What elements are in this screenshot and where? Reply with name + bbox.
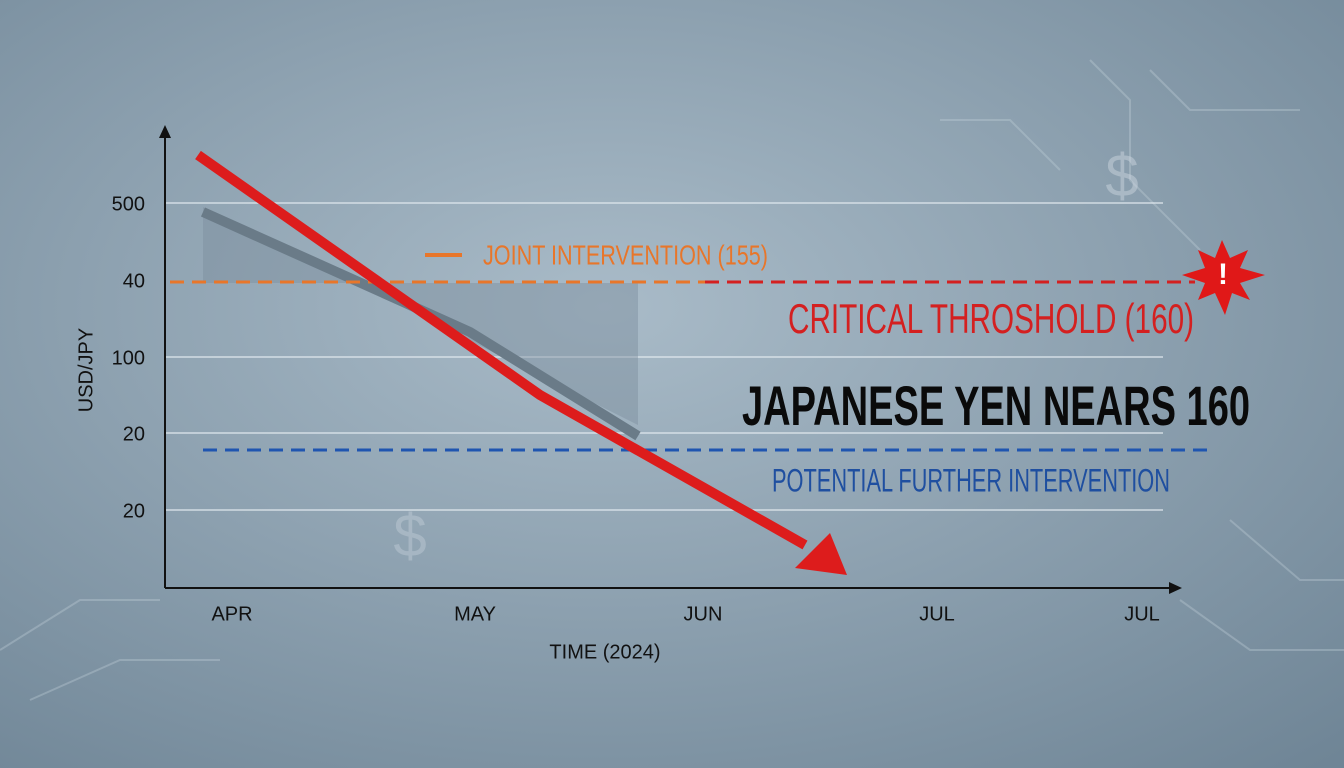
x-axis-arrow [1169,582,1182,594]
y-tick-label: 40 [123,270,145,292]
bg-symbol: $ [1105,142,1138,209]
alert-burst [1182,240,1265,315]
y-tick-label: 20 [123,423,145,445]
red-arrow [195,150,808,550]
x-tick-label: APR [211,603,252,625]
circuit-decoration [0,59,1344,701]
y-ticks: 500 40 100 20 20 [112,193,145,522]
gray-trend [200,207,641,441]
alert-mark: ! [1218,258,1228,291]
x-tick-label: JUL [1124,603,1160,625]
x-tick-label: MAY [454,603,496,625]
bg-symbol: $ [393,502,426,569]
grid [165,202,1163,511]
x-tick-label: JUL [919,603,955,625]
x-ticks: APR MAY JUN JUL JUL [211,603,1159,625]
y-tick-label: 100 [112,347,145,369]
chart-title: JAPANESE YEN NEARS 160 [742,374,1250,437]
y-tick-label: 20 [123,500,145,522]
x-axis-label: TIME (2024) [549,641,660,663]
y-axis-label: USD/JPY [75,328,97,412]
x-tick-label: JUN [684,603,723,625]
potential-label: POTENTIAL FURTHER INTERVENTION [772,462,1170,498]
y-tick-label: 500 [112,193,145,215]
arrow-head [795,533,847,575]
critical-label: CRITICAL THROSHOLD (160) [788,295,1194,342]
y-axis-arrow [159,125,171,138]
joint-label: JOINT INTERVENTION (155) [483,239,768,270]
